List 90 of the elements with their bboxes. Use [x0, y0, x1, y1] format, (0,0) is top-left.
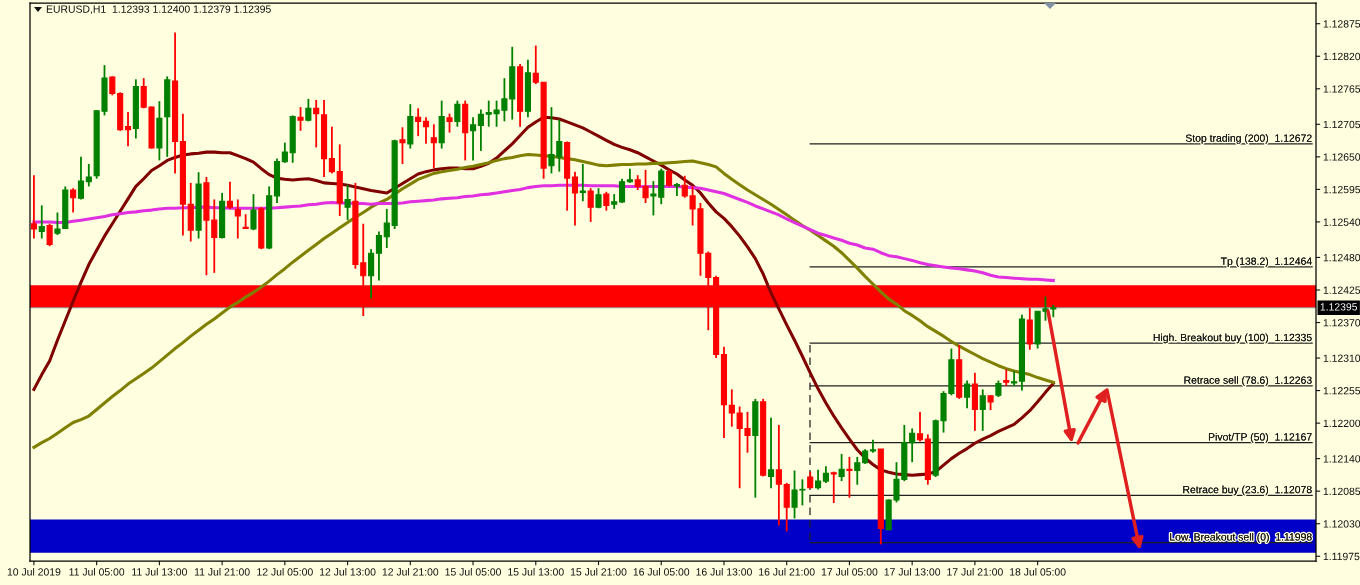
- y-tick-label: 1.12255: [1323, 387, 1360, 395]
- candlestick: [1003, 368, 1010, 387]
- x-tick-label: 12 Jul 05:00: [257, 567, 313, 576]
- x-tick-label: 11 Jul 05:00: [69, 567, 125, 576]
- candlestick: [375, 230, 383, 282]
- y-tick-label: 1.12140: [1323, 455, 1360, 463]
- candlestick: [469, 116, 477, 162]
- candlestick: [38, 204, 45, 240]
- x-tick-label: 17 Jul 05:00: [821, 567, 878, 576]
- candlestick: [767, 416, 775, 490]
- candlestick: [854, 455, 861, 486]
- x-tick-label: 16 Jul 13:00: [696, 567, 752, 576]
- x-tick-label: 11 Jul 13:00: [132, 567, 187, 576]
- candlestick: [477, 108, 484, 152]
- candlestick: [430, 123, 437, 169]
- x-tick-label: 18 Jul 05:00: [1010, 567, 1066, 576]
- y-tick-label: 1.12310: [1323, 354, 1360, 362]
- y-tick-label: 1.12595: [1323, 185, 1360, 194]
- x-tick-label: 11 Jul 21:00: [194, 567, 250, 576]
- candlestick: [815, 468, 822, 491]
- candlestick: [603, 190, 610, 212]
- candlestick: [963, 379, 971, 410]
- y-tick-label: 1.12820: [1323, 52, 1360, 61]
- candlestick: [830, 470, 837, 504]
- x-tick-label: 17 Jul 13:00: [884, 567, 941, 576]
- x-tick-label: 12 Jul 21:00: [382, 567, 439, 576]
- candlestick: [250, 193, 257, 232]
- ref-line-label: 1.12395: [1320, 303, 1358, 311]
- candlestick: [30, 174, 37, 240]
- candlestick: [281, 141, 288, 164]
- candlestick: [70, 187, 77, 214]
- annotation: Retrace buy (23.6) 1.12078: [1183, 485, 1312, 496]
- candlestick: [571, 170, 579, 227]
- candlestick: [77, 155, 85, 201]
- candlestick: [297, 106, 304, 132]
- candlestick: [673, 181, 680, 197]
- y-tick-label: 1.12085: [1323, 487, 1360, 496]
- candlestick: [446, 112, 453, 134]
- candlestick: [916, 410, 924, 443]
- y-tick-label: 1.12765: [1323, 85, 1360, 93]
- x-tick-label: 15 Jul 05:00: [445, 567, 502, 576]
- x-tick-label: 17 Jul 21:00: [947, 567, 1003, 576]
- candlestick: [399, 126, 406, 165]
- candlestick: [618, 177, 626, 204]
- annotation: Pivot/TP (50) 1.12167: [1208, 432, 1312, 443]
- candlestick: [368, 248, 375, 300]
- candlestick: [328, 125, 335, 175]
- candlestick: [85, 163, 92, 188]
- x-tick-label: 10 Jul 2019: [7, 567, 61, 576]
- annotation: Stop trading (200) 1.12672: [1185, 134, 1312, 144]
- candlestick: [344, 183, 351, 222]
- candlestick: [226, 180, 234, 210]
- candlestick: [415, 107, 422, 138]
- chart-title: EURUSD,H1 1.12393 1.12400 1.12379 1.12395: [46, 5, 271, 15]
- y-tick-label: 1.12705: [1323, 120, 1360, 129]
- x-tick-label: 12 Jul 13:00: [320, 567, 376, 576]
- line-series: [32, 115, 1055, 477]
- x-tick-label: 16 Jul 05:00: [633, 567, 690, 576]
- annotation: High. Breakout buy (100) 1.12335: [1153, 333, 1312, 344]
- y-tick-label: 1.12370: [1323, 319, 1360, 327]
- y-tick-label: 1.12875: [1323, 20, 1360, 28]
- candlestick: [846, 455, 853, 499]
- candlestick: [422, 116, 430, 145]
- candlestick: [979, 388, 986, 432]
- y-tick-label: 1.12540: [1323, 218, 1360, 226]
- y-tick-label: 1.12200: [1323, 419, 1360, 427]
- x-tick-label: 16 Jul 21:00: [759, 567, 815, 576]
- candlestick: [454, 99, 461, 128]
- y-tick-label: 1.11975: [1323, 552, 1360, 561]
- candlestick: [909, 427, 916, 464]
- candlestick: [109, 75, 116, 97]
- x-tick-label: 15 Jul 13:00: [508, 567, 564, 576]
- candlestick: [234, 198, 241, 240]
- candlestick: [838, 452, 845, 483]
- candlestick: [242, 213, 249, 230]
- candlestick: [775, 423, 782, 527]
- x-tick-label: 15 Jul 21:00: [570, 567, 627, 576]
- annotation: Tp (138.2) 1.12464: [1220, 257, 1312, 267]
- annotation: Low. Breakout sell (0) 1.11998: [1170, 532, 1312, 543]
- candlestick: [587, 187, 594, 223]
- y-tick-label: 1.12480: [1323, 253, 1360, 262]
- annotation: Retrace sell (78.6) 1.12263: [1184, 376, 1312, 386]
- candlestick: [313, 99, 320, 149]
- y-tick-label: 1.12425: [1323, 286, 1360, 294]
- y-tick-label: 1.12650: [1323, 153, 1360, 161]
- candlestick: [124, 110, 132, 148]
- candlestick: [783, 481, 790, 533]
- y-tick-label: 1.12030: [1323, 520, 1360, 528]
- candlestick: [579, 163, 586, 203]
- candlestick: [46, 222, 53, 248]
